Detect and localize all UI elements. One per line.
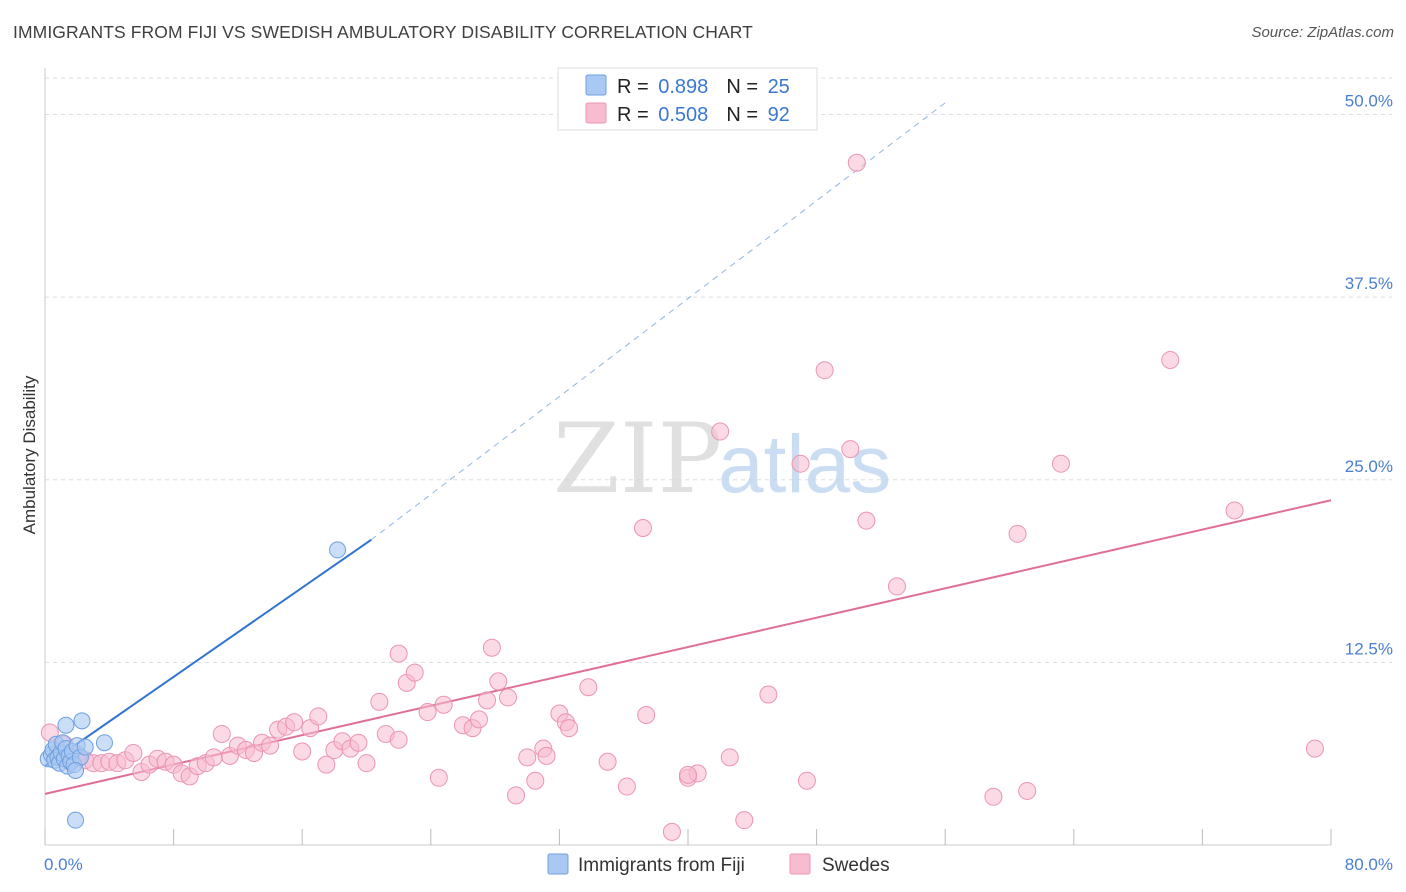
- swedes-point: [617, 777, 636, 796]
- fiji-trend-line: [44, 538, 372, 767]
- swedes-point: [984, 787, 1003, 806]
- swedes-point: [797, 771, 816, 790]
- swedes-point: [579, 678, 598, 697]
- swedes-point: [847, 153, 866, 172]
- chart-title: IMMIGRANTS FROM FIJI VS SWEDISH AMBULATO…: [13, 22, 753, 42]
- points-layer: [39, 153, 1324, 841]
- swedes-point: [637, 705, 656, 724]
- swedes-point: [518, 748, 537, 767]
- y-tick-label: 37.5%: [1345, 274, 1393, 293]
- legend-fiji-n-value: 25: [768, 76, 790, 98]
- swedes-point: [293, 742, 312, 761]
- legend-swatch-fiji: [585, 74, 607, 96]
- top-legend: R = 0.898 N = 25 R = 0.508 N = 92: [557, 67, 818, 131]
- swedes-point: [357, 754, 376, 773]
- swedes-point: [124, 743, 143, 762]
- swedes-point: [1051, 454, 1070, 473]
- swedes-point: [405, 663, 424, 682]
- swedes-point: [887, 577, 906, 596]
- swedes-point: [759, 685, 778, 704]
- legend-swedes-r-value: 0.508: [658, 104, 708, 126]
- swedes-point: [662, 822, 681, 841]
- fiji-point: [95, 734, 113, 752]
- swedes-point: [633, 518, 652, 537]
- legend-fiji-r-label: R =: [617, 76, 654, 98]
- fiji-point: [76, 738, 94, 756]
- swedes-point: [857, 511, 876, 530]
- y-tick-label: 25.0%: [1345, 457, 1393, 476]
- swedes-point: [679, 765, 697, 784]
- bottom-legend-label-fiji: Immigrants from Fiji: [578, 855, 745, 876]
- fiji-point: [329, 541, 347, 559]
- swedes-point: [489, 672, 508, 691]
- x-tick-label-min: 0.0%: [44, 855, 83, 874]
- fiji-point: [57, 716, 75, 734]
- x-tick-label-max: 80.0%: [1345, 855, 1393, 874]
- swedes-point: [537, 746, 556, 765]
- grid-layer: [45, 77, 1392, 663]
- swedes-point: [470, 710, 489, 729]
- swedes-point: [711, 422, 730, 441]
- swedes-point: [434, 695, 453, 714]
- swedes-point: [1225, 501, 1244, 520]
- swedes-point: [204, 748, 223, 767]
- bottom-legend-swatch-swedes: [789, 853, 811, 875]
- legend-fiji-n-label: N =: [726, 76, 763, 98]
- swedes-point: [1305, 739, 1324, 758]
- bottom-legend-swatch-fiji: [547, 853, 569, 875]
- swedes-point: [1008, 524, 1027, 543]
- swedes-point: [735, 811, 754, 830]
- swedes-point: [560, 719, 579, 738]
- legend-swedes-n-label: N =: [726, 104, 763, 126]
- legend-swedes-r-label: R =: [617, 104, 654, 126]
- swedes-point: [349, 733, 368, 752]
- swedes-point: [526, 771, 545, 790]
- swedes-point: [482, 638, 501, 657]
- swedes-point: [261, 736, 280, 755]
- swedes-point: [498, 688, 517, 707]
- swedes-point: [1161, 350, 1180, 369]
- swedes-point: [285, 713, 304, 732]
- legend-fiji-r-value: 0.898: [658, 76, 708, 98]
- fiji-point: [67, 811, 85, 829]
- fiji-point: [67, 761, 85, 779]
- swedes-point: [720, 748, 739, 767]
- watermark-zip: ZIP: [553, 403, 722, 515]
- y-tick-label: 50.0%: [1345, 92, 1393, 111]
- chart-source: Source: ZipAtlas.com: [1251, 24, 1394, 41]
- swedes-point: [1018, 781, 1037, 800]
- fiji-point: [73, 712, 91, 730]
- swedes-point: [598, 752, 617, 771]
- swedes-point: [389, 730, 408, 749]
- swedes-point: [317, 755, 336, 774]
- y-tick-label: 12.5%: [1345, 639, 1393, 658]
- swedes-point: [478, 691, 497, 710]
- swedes-point: [389, 644, 408, 663]
- swedes-point: [815, 361, 834, 380]
- bottom-legend: Immigrants from Fiji Swedes: [547, 853, 890, 876]
- swedes-point: [506, 786, 525, 805]
- watermark: ZIP atlas: [553, 403, 891, 515]
- swedes-point: [370, 692, 389, 711]
- y-axis-label: Ambulatory Disability: [20, 375, 39, 534]
- axes-layer: [44, 68, 1332, 846]
- legend-swatch-swedes: [585, 102, 607, 124]
- swedes-point: [429, 768, 448, 787]
- legend-swedes-n-value: 92: [768, 104, 790, 126]
- swedes-point: [418, 703, 437, 722]
- swedes-point: [791, 454, 810, 473]
- swedes-point: [212, 724, 231, 743]
- labels-layer: 12.5% 25.0% 37.5% 50.0% 0.0% 80.0%: [44, 92, 1393, 874]
- swedes-point: [309, 707, 328, 726]
- swedes-point: [841, 440, 860, 459]
- bottom-legend-label-swedes: Swedes: [822, 855, 890, 876]
